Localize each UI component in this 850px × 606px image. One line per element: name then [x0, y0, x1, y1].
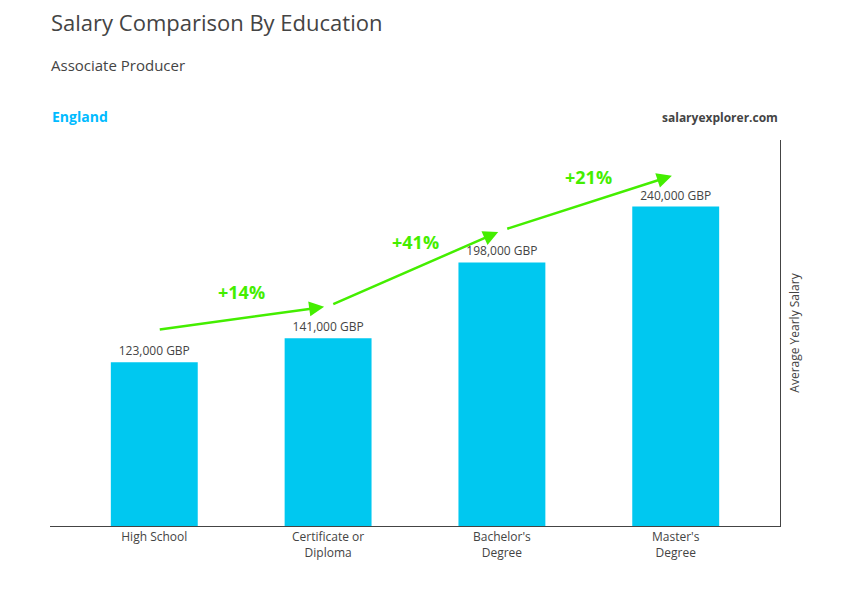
- svg-text:Bachelor'sDegree: Bachelor'sDegree: [473, 528, 531, 561]
- svg-text:Salary Comparison By Education: Salary Comparison By Education: [51, 7, 382, 37]
- svg-text:Master'sDegree: Master'sDegree: [652, 528, 700, 561]
- svg-text:240,000 GBP: 240,000 GBP: [640, 187, 711, 204]
- svg-text:England: England: [52, 107, 108, 126]
- svg-text:123,000 GBP: 123,000 GBP: [119, 342, 190, 359]
- svg-text:salaryexplorer.com: salaryexplorer.com: [662, 109, 778, 126]
- svg-text:+21%: +21%: [565, 165, 612, 189]
- svg-text:198,000 GBP: 198,000 GBP: [466, 242, 537, 259]
- svg-text:+41%: +41%: [392, 230, 439, 254]
- svg-text:Associate Producer: Associate Producer: [51, 55, 185, 75]
- svg-text:+14%: +14%: [218, 280, 265, 304]
- svg-text:High School: High School: [121, 528, 187, 545]
- svg-text:141,000 GBP: 141,000 GBP: [293, 318, 364, 335]
- svg-text:Average Yearly Salary: Average Yearly Salary: [786, 272, 803, 392]
- svg-text:Certificate orDiploma: Certificate orDiploma: [292, 528, 364, 561]
